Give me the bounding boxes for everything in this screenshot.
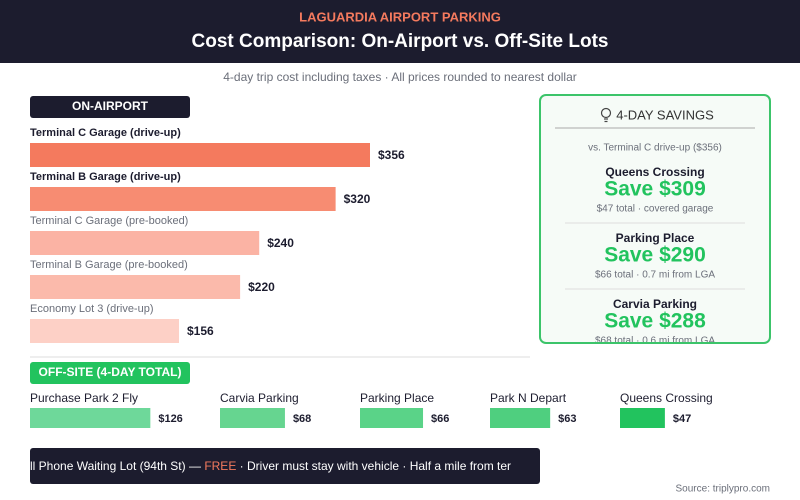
bar — [30, 143, 370, 167]
bar-label: Park N Depart — [490, 391, 567, 405]
savings-title: 4-DAY SAVINGS — [616, 107, 714, 122]
bar-label: Terminal C Garage (pre-booked) — [30, 215, 188, 227]
bar — [30, 231, 260, 255]
ticker-part: FREE — [204, 459, 236, 473]
subtitle: 4-day trip cost including taxes · All pr… — [223, 70, 577, 84]
lot-detail: $68 total · 0.6 mi from LGA — [595, 336, 715, 347]
bar — [30, 187, 336, 211]
bar — [490, 408, 551, 428]
value-label: $156 — [187, 324, 214, 338]
bar — [30, 275, 241, 299]
savings-amount: Save $309 — [604, 178, 706, 201]
savings-amount: Save $288 — [604, 310, 706, 333]
section-pill — [30, 362, 190, 384]
bar-label: Terminal B Garage (pre-booked) — [30, 259, 188, 271]
savings-panel — [539, 94, 771, 344]
bar — [360, 408, 424, 428]
lot-name: Queens Crossing — [605, 165, 704, 179]
value-label: $63 — [558, 413, 576, 425]
section-title: ON-AIRPORT — [72, 99, 149, 113]
bar — [220, 408, 285, 428]
value-label: $220 — [248, 280, 275, 294]
bar — [30, 319, 179, 343]
ticker-part: · Driver must stay with vehicle · Half a… — [236, 459, 511, 473]
source: Source: triplypro.com — [676, 484, 770, 495]
bar — [620, 408, 665, 428]
bar-label: Terminal C Garage (drive-up) — [30, 127, 181, 139]
ticker-part: ll Phone Waiting Lot (94th St) — — [30, 459, 204, 473]
value-label: $356 — [378, 148, 405, 162]
bar-label: Terminal B Garage (drive-up) — [30, 171, 181, 183]
value-label: $126 — [158, 413, 182, 425]
section-title: OFF-SITE (4-DAY TOTAL) — [39, 365, 182, 379]
ticker: ll Phone Waiting Lot (94th St) — FREE · … — [30, 459, 511, 473]
lot-name: Parking Place — [616, 231, 695, 245]
savings-amount: Save $290 — [604, 244, 706, 267]
section-pill — [30, 96, 190, 118]
lot-name: Carvia Parking — [613, 297, 697, 311]
bar-label: Purchase Park 2 Fly — [30, 391, 138, 405]
bulb-icon — [600, 107, 612, 123]
lot-detail: $47 total · covered garage — [597, 204, 714, 215]
lot-detail: $66 total · 0.7 mi from LGA — [595, 270, 715, 281]
bar-label: Economy Lot 3 (drive-up) — [30, 303, 154, 315]
value-label: $320 — [344, 192, 371, 206]
title: Cost Comparison: On-Airport vs. Off-Site… — [192, 31, 609, 52]
bar-label: Parking Place — [360, 391, 434, 405]
kicker: LAGUARDIA AIRPORT PARKING — [299, 9, 501, 24]
bar — [30, 408, 151, 428]
savings-note: vs. Terminal C drive-up ($356) — [588, 143, 722, 154]
bar-label: Queens Crossing — [620, 391, 713, 405]
header-band — [0, 0, 800, 63]
value-label: $240 — [267, 236, 294, 250]
value-label: $47 — [673, 413, 691, 425]
ticker-band — [30, 448, 540, 484]
bar-label: Carvia Parking — [220, 391, 299, 405]
value-label: $66 — [431, 413, 449, 425]
value-label: $68 — [293, 413, 311, 425]
